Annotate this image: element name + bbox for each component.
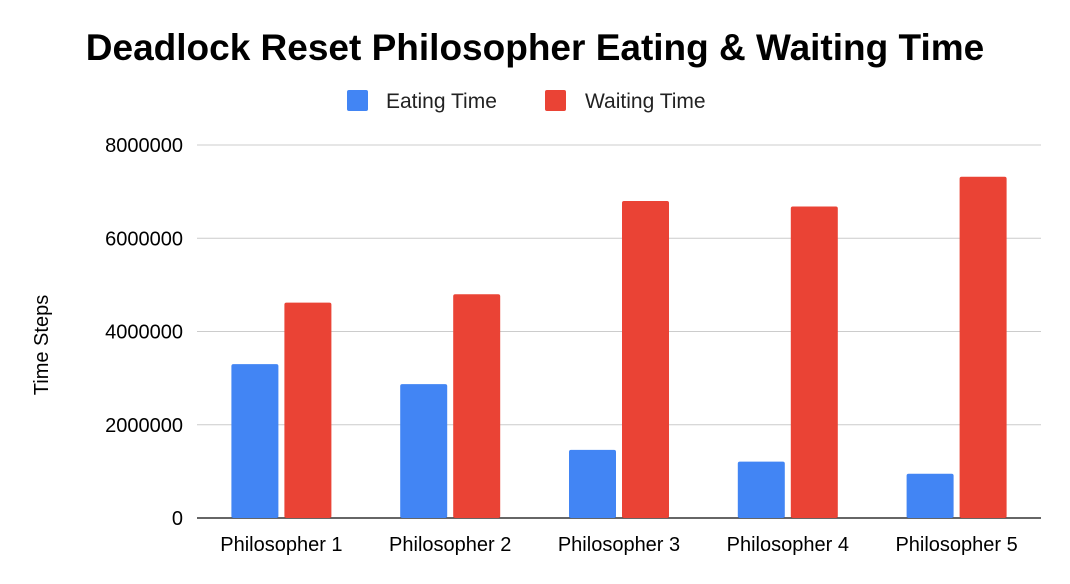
y-axis-ticks: 0 2000000 4000000 6000000 8000000: [105, 135, 183, 530]
eating-time-bar-1: [231, 364, 279, 518]
eating-time-bar-2: [400, 384, 448, 518]
y-tick-label: 0: [172, 508, 183, 530]
waiting-time-bar-4: [790, 206, 838, 519]
legend: Eating Time Waiting Time: [347, 90, 706, 113]
y-tick-label: 4000000: [105, 322, 183, 344]
legend-swatch-waiting: [545, 90, 566, 111]
x-tick-label: Philosopher 2: [389, 534, 511, 556]
waiting-time-bar-5: [959, 176, 1007, 518]
bars: [231, 176, 1007, 519]
eating-time-bar-5: [906, 473, 954, 518]
x-tick-label: Philosopher 3: [558, 534, 680, 556]
legend-label-waiting: Waiting Time: [585, 90, 706, 113]
gridlines: [197, 144, 1041, 519]
x-tick-label: Philosopher 4: [727, 534, 849, 556]
y-axis-label: Time Steps: [31, 295, 53, 395]
x-axis-ticks: Philosopher 1 Philosopher 2 Philosopher 3 P…: [220, 534, 1018, 556]
chart-title: Deadlock Reset Philosopher Eating & Wait…: [86, 27, 984, 68]
x-tick-label: Philosopher 1: [220, 534, 342, 556]
legend-swatch-eating: [347, 90, 368, 111]
eating-time-bar-4: [737, 461, 785, 518]
y-tick-label: 8000000: [105, 135, 183, 157]
y-tick-label: 2000000: [105, 415, 183, 437]
y-tick-label: 6000000: [105, 228, 183, 250]
waiting-time-bar-1: [284, 302, 332, 518]
x-tick-label: Philosopher 5: [895, 534, 1017, 556]
eating-time-bar-3: [569, 449, 616, 518]
waiting-time-bar-2: [453, 294, 501, 518]
legend-label-eating: Eating Time: [386, 90, 497, 113]
waiting-time-bar-3: [622, 200, 669, 518]
